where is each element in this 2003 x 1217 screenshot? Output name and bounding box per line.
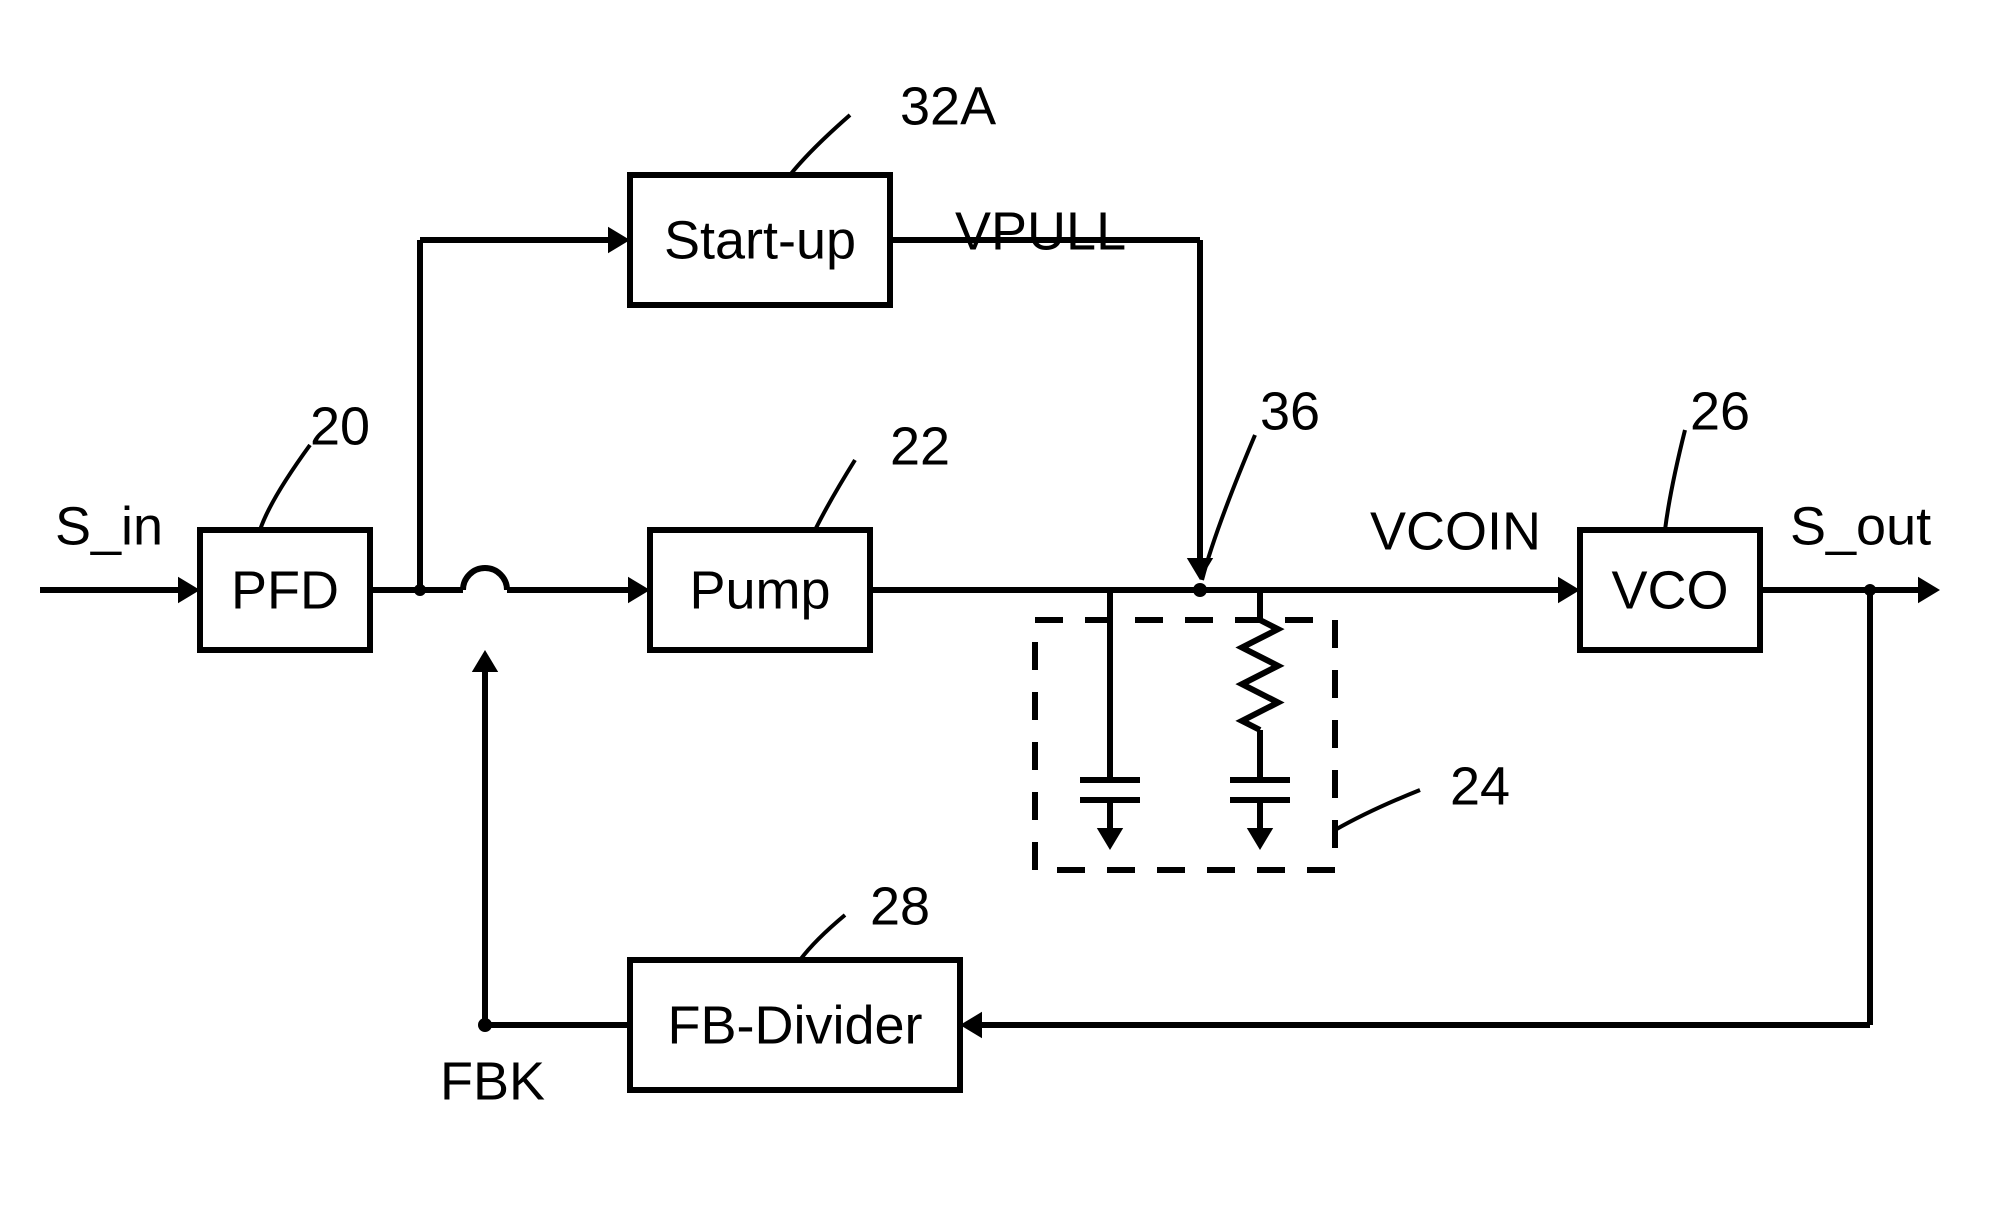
ref-28: 28 — [870, 876, 930, 936]
ref-leader — [790, 115, 850, 175]
arrowhead — [608, 227, 630, 253]
startup-label: Start-up — [664, 210, 856, 270]
arrowhead — [628, 577, 650, 603]
fbdiv-label: FB-Divider — [667, 995, 922, 1055]
ref-32A: 32A — [900, 76, 996, 136]
ref-leader — [260, 445, 310, 530]
loop-filter — [1035, 620, 1335, 870]
ref-leader — [1665, 430, 1685, 530]
arrowhead — [1918, 577, 1940, 603]
ref-22: 22 — [890, 416, 950, 476]
wire — [1242, 620, 1278, 730]
junction — [414, 584, 426, 596]
ref-leader — [1202, 435, 1255, 580]
arrowhead — [178, 577, 200, 603]
ref-20: 20 — [310, 396, 370, 456]
ref-leader — [800, 915, 845, 960]
node-36 — [1193, 583, 1207, 597]
arrowhead — [472, 650, 498, 672]
wire-hop — [463, 568, 507, 590]
arrowhead — [1247, 828, 1273, 850]
arrowhead — [1558, 577, 1580, 603]
vco-label: VCO — [1611, 560, 1728, 620]
ref-26: 26 — [1690, 381, 1750, 441]
ref-leader — [815, 460, 855, 530]
pfd-label: PFD — [231, 560, 339, 620]
pump-label: Pump — [689, 560, 830, 620]
ref-leader — [1335, 790, 1420, 830]
fbk-label: FBK — [440, 1051, 545, 1111]
ref-36: 36 — [1260, 381, 1320, 441]
arrowhead — [1097, 828, 1123, 850]
s-out-label: S_out — [1790, 496, 1931, 556]
ref-24: 24 — [1450, 756, 1510, 816]
vpull-label: VPULL — [955, 201, 1126, 261]
vcoin-label: VCOIN — [1370, 501, 1541, 561]
arrowhead — [960, 1012, 982, 1038]
s-in-label: S_in — [55, 496, 163, 556]
node-fbk — [478, 1018, 492, 1032]
